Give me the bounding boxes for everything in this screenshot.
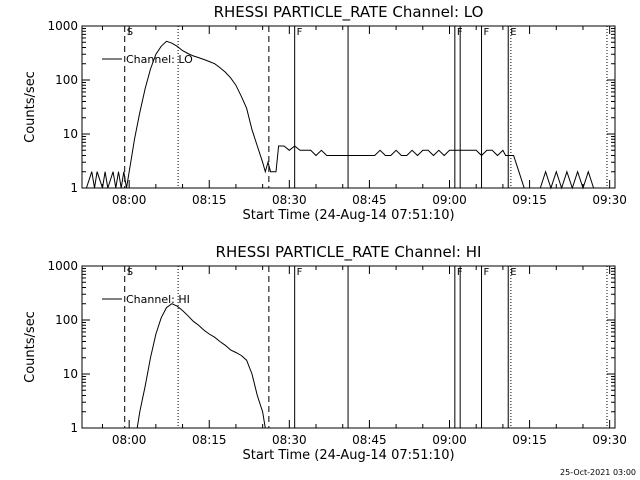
- panel-2-x-tick-label: 09:00: [432, 433, 467, 447]
- panel-1-flag-label: F: [484, 27, 490, 38]
- panel-1-chart-title: RHESSI PARTICLE_RATE Channel: LO: [214, 3, 484, 22]
- panel-2-x-tick-label: 09:15: [512, 433, 547, 447]
- panel-2-y-tick-label: 100: [55, 313, 78, 327]
- panel-1-x-tick-label: 08:15: [192, 193, 227, 207]
- panel-1-x-tick-label: 09:00: [432, 193, 467, 207]
- panel-1-y-axis-label: Counts/sec: [23, 71, 38, 143]
- panel-1-y-tick-label: 1: [70, 181, 78, 195]
- panel-1-flag-label: E: [510, 27, 516, 38]
- panel-1-y-tick-label: 100: [55, 73, 78, 87]
- panel-2-y-tick-label: 10: [63, 367, 78, 381]
- panel-2-x-tick-label: 09:30: [592, 433, 627, 447]
- panel-2-flag-label: F: [297, 267, 303, 278]
- panel-2-x-tick-label: 08:30: [272, 433, 307, 447]
- panel-1-x-axis-label: Start Time (24-Aug-14 07:51:10): [242, 208, 454, 223]
- panel-2-series-line: [136, 303, 266, 429]
- panel-1-y-tick-label: 10: [63, 127, 78, 141]
- panel-2-x-tick-label: 08:15: [192, 433, 227, 447]
- panel-1-series-line: [82, 40, 615, 190]
- panel-1-x-tick-label: 08:30: [272, 193, 307, 207]
- panel-1-x-tick-label: 08:45: [352, 193, 387, 207]
- date-stamp: 25-Oct-2021 03:00: [560, 468, 636, 477]
- panel-2-legend-label: Channel: HI: [126, 293, 190, 306]
- panel-2-flag-label: S: [127, 267, 133, 278]
- panel-1-x-tick-label: 09:15: [512, 193, 547, 207]
- panel-1-legend-label: Channel: LO: [126, 53, 193, 66]
- panel-2-flag-label: E: [510, 267, 516, 278]
- panel-2-flag-label: F: [484, 267, 490, 278]
- panel-2-y-tick-label: 1: [70, 421, 78, 435]
- panel-2-y-tick-label: 1000: [47, 259, 78, 273]
- panel-2-x-tick-label: 08:00: [112, 433, 147, 447]
- panel-2-x-tick-label: 08:45: [352, 433, 387, 447]
- panel-1-flag-label: S: [127, 27, 133, 38]
- panel-1-x-tick-label: 09:30: [592, 193, 627, 207]
- panel-2-x-axis-label: Start Time (24-Aug-14 07:51:10): [242, 448, 454, 463]
- panel-1-x-tick-label: 08:00: [112, 193, 147, 207]
- panel-1-flag-label: F: [297, 27, 303, 38]
- panel-2-chart-title: RHESSI PARTICLE_RATE Channel: HI: [216, 243, 482, 262]
- panel-2-y-axis-label: Counts/sec: [23, 311, 38, 383]
- panel-1-y-tick-label: 1000: [47, 19, 78, 33]
